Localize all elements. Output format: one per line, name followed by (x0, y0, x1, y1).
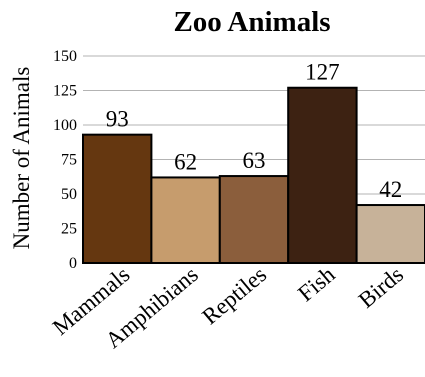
data-label-reptiles: 63 (243, 148, 266, 173)
bar-mammals (82, 133, 153, 264)
category-label-fish: Fish (293, 261, 340, 306)
y-tick-label: 100 (53, 117, 77, 134)
data-label-birds: 42 (379, 177, 402, 202)
y-tick-label: 75 (61, 152, 77, 169)
data-labels: 93 62 63 127 42 (106, 60, 403, 202)
chart-title: Zoo Animals (173, 6, 330, 38)
y-tick-label: 150 (53, 48, 77, 65)
data-label-amphibians: 62 (174, 149, 197, 174)
data-label-fish: 127 (305, 60, 340, 85)
category-label-reptiles: Reptiles (197, 262, 271, 330)
bar-birds (355, 204, 425, 264)
y-axis-ticks: 0 25 50 75 100 125 150 (53, 48, 77, 272)
bar-fish (287, 86, 358, 264)
category-label-birds: Birds (354, 262, 408, 313)
y-tick-label: 50 (61, 186, 77, 203)
y-tick-label: 25 (61, 221, 77, 238)
y-tick-label: 125 (53, 83, 77, 100)
y-axis-label: Number of Animals (9, 67, 34, 250)
data-label-mammals: 93 (106, 107, 129, 132)
bar-amphibians (150, 176, 221, 264)
bar-reptiles (218, 175, 290, 264)
bars (82, 86, 425, 264)
y-tick-label: 0 (69, 255, 77, 272)
